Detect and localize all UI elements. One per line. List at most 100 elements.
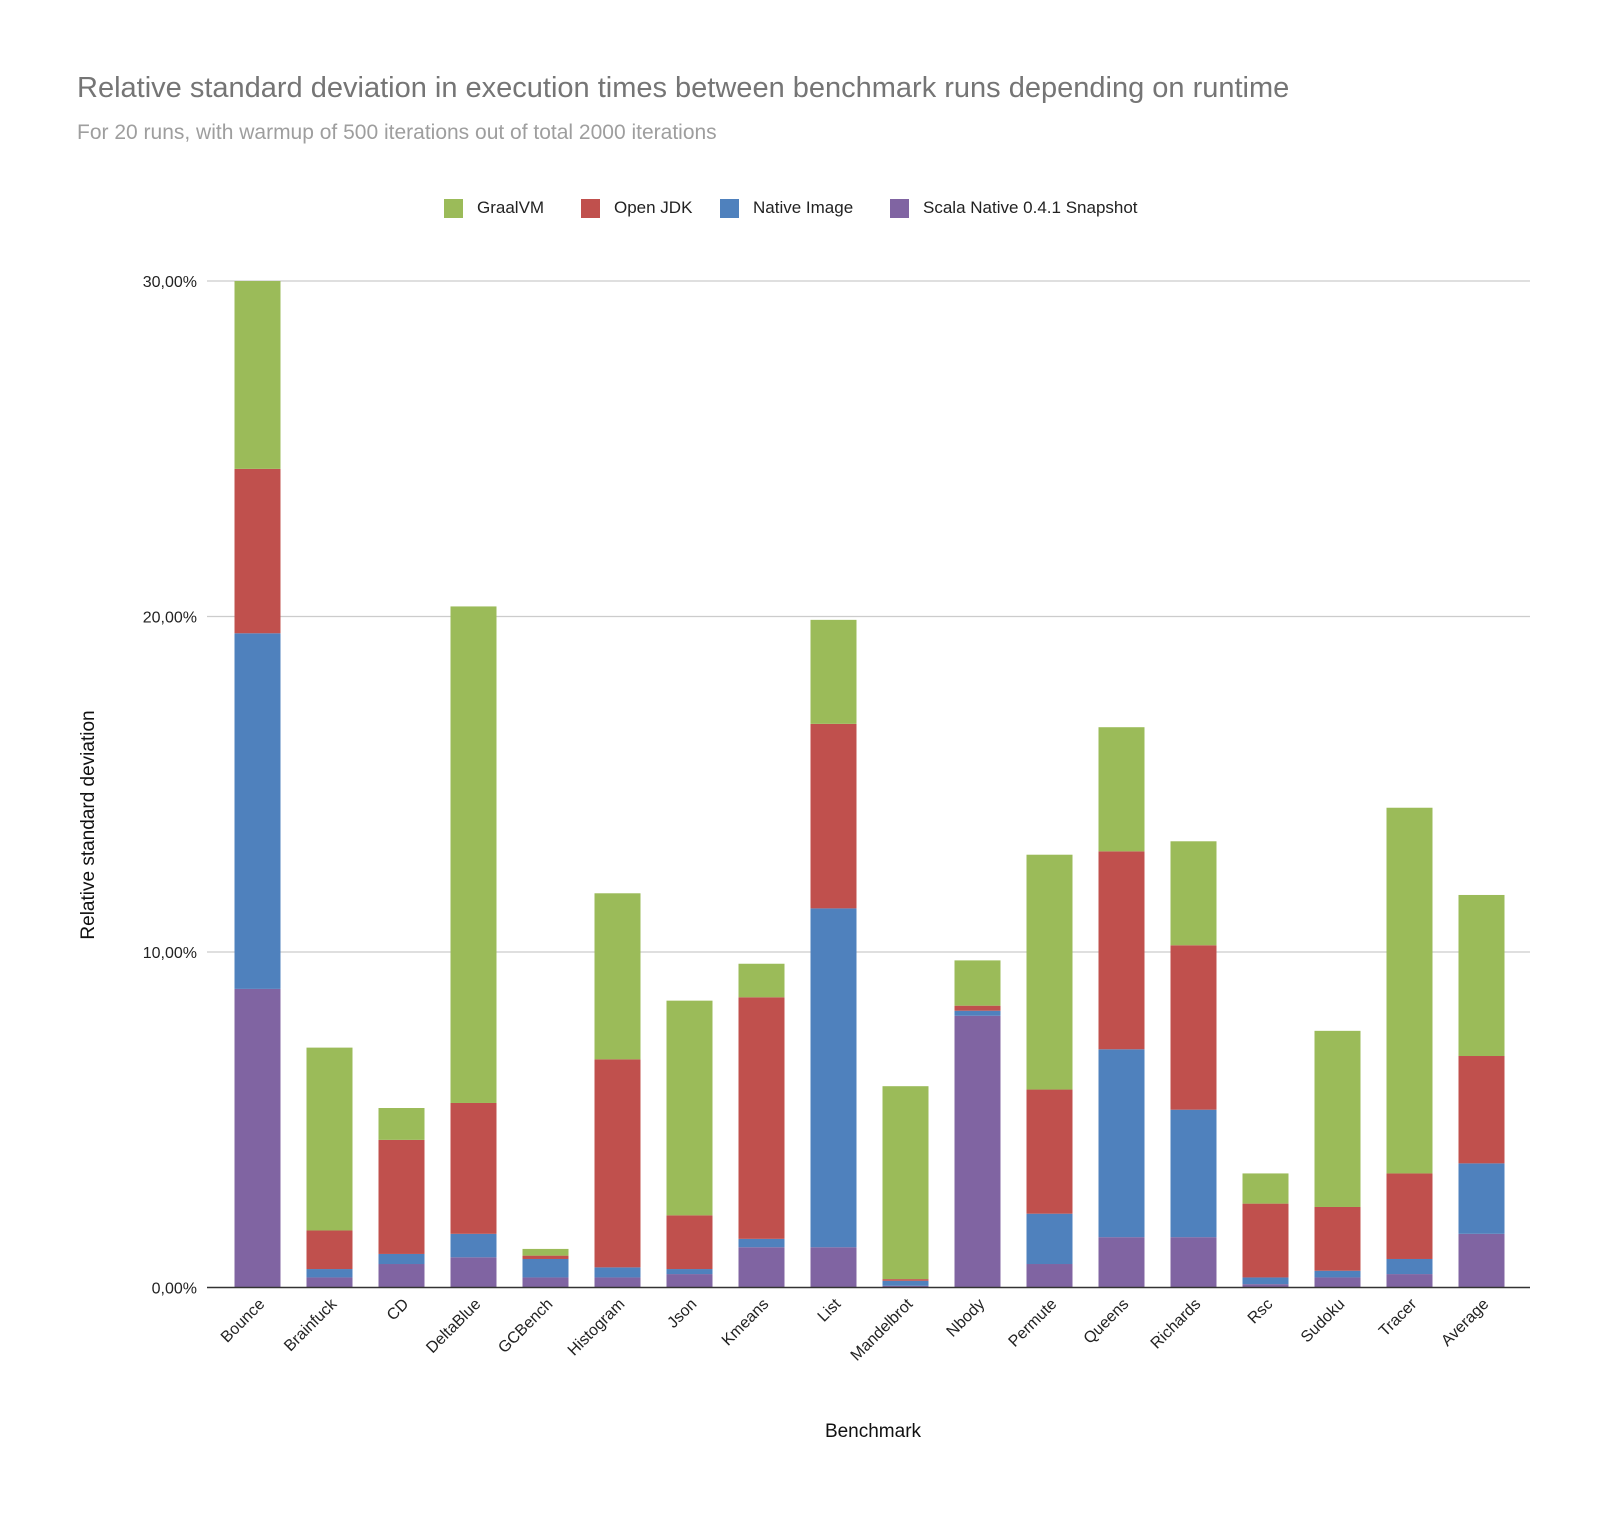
bar-segment-graalvm-richards	[1170, 841, 1217, 946]
bar-segment-native-image-nbody	[954, 1010, 1001, 1016]
legend-label-graalvm: GraalVM	[477, 198, 545, 217]
x-tick-label-brainfuck: Brainfuck	[281, 1295, 341, 1355]
legend-label-open-jdk: Open JDK	[614, 198, 693, 217]
bar-segment-open-jdk-tracer	[1386, 1173, 1433, 1259]
bar-segment-graalvm-tracer	[1386, 807, 1433, 1174]
y-tick-label: 0,00%	[152, 1281, 197, 1298]
bar-segment-open-jdk-richards	[1170, 945, 1217, 1110]
bar-segment-open-jdk-histogram	[594, 1059, 641, 1268]
x-tick-label-deltablue: DeltaBlue	[423, 1296, 484, 1357]
y-axis-title: Relative standard deviation	[78, 710, 99, 939]
x-tick-label-bounce: Bounce	[218, 1296, 268, 1346]
bar-segment-graalvm-sudoku	[1314, 1030, 1361, 1207]
x-tick-label-average: Average	[1438, 1296, 1492, 1350]
bar-segment-open-jdk-deltablue	[450, 1102, 497, 1234]
bar-segment-scala-native-0-4-1-snapshot-tracer	[1386, 1274, 1433, 1288]
bar-segment-scala-native-0-4-1-snapshot-gcbench	[522, 1277, 569, 1288]
bar-segment-native-image-average	[1458, 1163, 1505, 1234]
bar-segment-native-image-json	[666, 1269, 713, 1275]
bar-segment-graalvm-json	[666, 1000, 713, 1216]
bar-segment-native-image-brainfuck	[306, 1269, 353, 1278]
bar-segment-graalvm-mandelbrot	[882, 1086, 929, 1280]
bar-segment-scala-native-0-4-1-snapshot-bounce	[234, 988, 281, 1288]
y-tick-label: 30,00%	[143, 274, 197, 291]
bar-segment-scala-native-0-4-1-snapshot-list	[810, 1247, 857, 1288]
legend-item-native-image: Native Image	[720, 198, 853, 218]
bar-segment-graalvm-list	[810, 619, 857, 724]
x-tick-label-tracer: Tracer	[1376, 1295, 1421, 1340]
bar-segment-native-image-deltablue	[450, 1233, 497, 1258]
x-tick-label-richards: Richards	[1148, 1296, 1205, 1353]
bar-segment-scala-native-0-4-1-snapshot-mandelbrot	[882, 1285, 929, 1288]
y-tick-label: 10,00%	[143, 945, 197, 962]
bar-segment-scala-native-0-4-1-snapshot-richards	[1170, 1237, 1217, 1288]
bar-segment-scala-native-0-4-1-snapshot-nbody	[954, 1015, 1001, 1288]
bar-segment-native-image-histogram	[594, 1267, 641, 1278]
bar-segment-graalvm-deltablue	[450, 606, 497, 1103]
bar-segment-open-jdk-gcbench	[522, 1255, 569, 1259]
bar-segment-scala-native-0-4-1-snapshot-cd	[378, 1264, 425, 1288]
bar-segment-native-image-permute	[1026, 1213, 1073, 1265]
legend-item-open-jdk: Open JDK	[581, 198, 692, 218]
x-tick-label-mandelbrot: Mandelbrot	[848, 1295, 917, 1364]
bar-segment-native-image-list	[810, 908, 857, 1248]
x-tick-label-nbody: Nbody	[944, 1296, 989, 1341]
bar-segment-open-jdk-permute	[1026, 1089, 1073, 1214]
bar-segment-open-jdk-rsc	[1242, 1203, 1289, 1278]
chart-title: Relative standard deviation in execution…	[77, 72, 1290, 104]
bar-segment-scala-native-0-4-1-snapshot-permute	[1026, 1264, 1073, 1288]
bars	[234, 281, 1505, 1288]
chart-legend: GraalVM Open JDK Native Image Scala Nati…	[0, 198, 1600, 226]
legend-item-scala-native: Scala Native 0.4.1 Snapshot	[890, 198, 1138, 218]
bar-segment-native-image-mandelbrot	[882, 1280, 929, 1286]
bar-segment-graalvm-bounce	[234, 281, 281, 469]
bar-segment-scala-native-0-4-1-snapshot-average	[1458, 1233, 1505, 1288]
bar-segment-open-jdk-mandelbrot	[882, 1279, 929, 1281]
bar-segment-open-jdk-nbody	[954, 1005, 1001, 1011]
bar-segment-native-image-richards	[1170, 1109, 1217, 1238]
bar-segment-graalvm-brainfuck	[306, 1047, 353, 1231]
gridlines	[207, 280, 1530, 953]
bar-segment-open-jdk-queens	[1098, 851, 1145, 1050]
bar-segment-open-jdk-brainfuck	[306, 1230, 353, 1270]
bar-segment-native-image-rsc	[1242, 1277, 1289, 1285]
bar-segment-native-image-gcbench	[522, 1258, 569, 1278]
category-labels: Bounce Brainfuck CD DeltaBlue GCBench Histogr…	[218, 1295, 1492, 1364]
bar-segment-graalvm-gcbench	[522, 1248, 569, 1256]
bar-segment-graalvm-cd	[378, 1108, 425, 1140]
x-axis-title: Benchmark	[825, 1421, 922, 1442]
legend-label-native-image: Native Image	[753, 198, 854, 217]
x-tick-label-cd: CD	[384, 1296, 412, 1324]
bar-segment-open-jdk-bounce	[234, 468, 281, 634]
x-tick-label-permute: Permute	[1006, 1296, 1061, 1351]
legend-swatch-open-jdk	[581, 198, 600, 218]
bar-segment-native-image-kmeans	[738, 1238, 785, 1248]
chart-subtitle: For 20 runs, with warmup of 500 iteratio…	[77, 121, 717, 144]
x-tick-label-histogram: Histogram	[565, 1296, 629, 1360]
x-tick-label-list: List	[815, 1295, 845, 1325]
y-tick-label: 20,00%	[143, 610, 197, 627]
bar-segment-native-image-tracer	[1386, 1258, 1433, 1275]
bar-segment-graalvm-permute	[1026, 854, 1073, 1090]
x-tick-label-rsc: Rsc	[1245, 1296, 1277, 1328]
legend-swatch-scala-native	[890, 198, 909, 218]
x-tick-label-json: Json	[664, 1296, 700, 1332]
y-tick-labels: 0,00% 10,00% 20,00% 30,00%	[143, 274, 197, 1298]
bar-segment-scala-native-0-4-1-snapshot-json	[666, 1274, 713, 1288]
x-tick-label-kmeans: Kmeans	[719, 1296, 773, 1350]
x-tick-label-gcbench: GCBench	[495, 1296, 556, 1357]
legend-swatch-graalvm	[444, 198, 463, 218]
bar-segment-graalvm-kmeans	[738, 963, 785, 998]
bar-segment-scala-native-0-4-1-snapshot-rsc	[1242, 1284, 1289, 1288]
bar-segment-graalvm-queens	[1098, 727, 1145, 852]
bar-segment-native-image-cd	[378, 1253, 425, 1265]
bar-segment-open-jdk-average	[1458, 1056, 1505, 1164]
bar-segment-scala-native-0-4-1-snapshot-brainfuck	[306, 1277, 353, 1288]
bar-segment-scala-native-0-4-1-snapshot-sudoku	[1314, 1277, 1361, 1288]
bar-segment-scala-native-0-4-1-snapshot-queens	[1098, 1237, 1145, 1288]
bar-segment-graalvm-rsc	[1242, 1173, 1289, 1204]
legend-label-scala-native: Scala Native 0.4.1 Snapshot	[923, 198, 1138, 217]
bar-segment-graalvm-nbody	[954, 960, 1001, 1006]
bar-segment-native-image-sudoku	[1314, 1270, 1361, 1278]
